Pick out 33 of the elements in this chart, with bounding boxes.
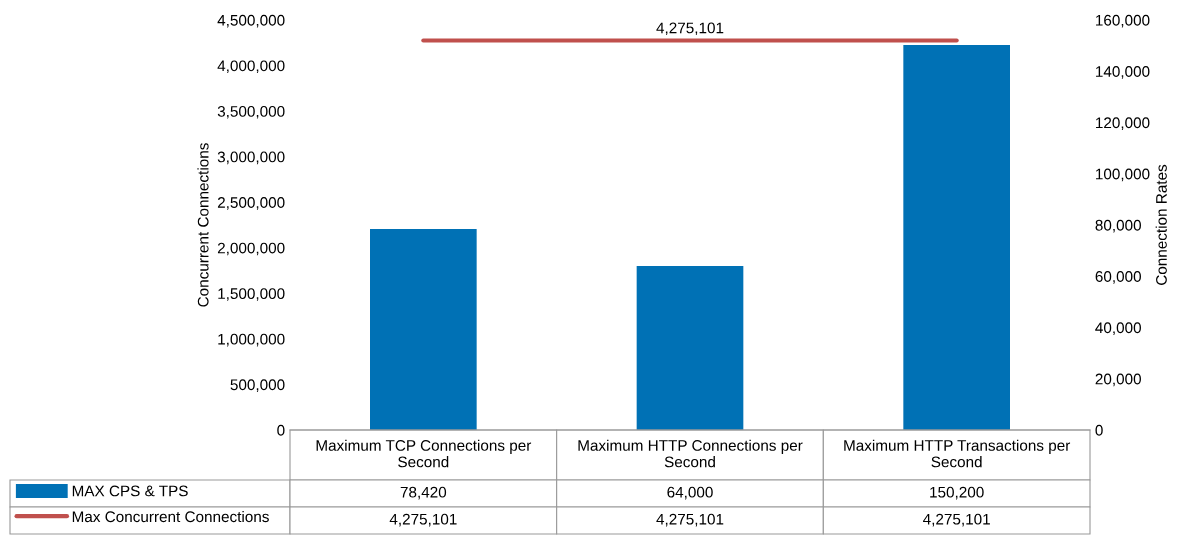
- y2-tick-label: 160,000: [1096, 14, 1150, 28]
- legend-label: Max Concurrent Connections: [72, 510, 269, 523]
- y-axis-title: Concurrent Connections: [197, 143, 209, 307]
- y-tick-label: 3,000,000: [217, 151, 285, 165]
- y-tick-label: 2,500,000: [217, 197, 285, 210]
- data-label: 4,275,101: [923, 513, 990, 527]
- y-tick-label: 2,000,000: [217, 242, 285, 256]
- x-tick-label: Maximum HTTP Transactions per Second: [844, 439, 1071, 468]
- y-tick-label: 0: [277, 424, 285, 436]
- y-tick-label: 3,500,000: [217, 105, 285, 119]
- y-tick-label: 4,500,000: [217, 14, 285, 28]
- y-tick-label: 500,000: [230, 379, 285, 392]
- y2-tick-label: 100,000: [1096, 168, 1150, 182]
- x-tick-label: Maximum HTTP Connections per Second: [578, 439, 803, 468]
- y-tick-label: 1,000,000: [218, 333, 285, 347]
- y2-tick-label: 20,000: [1095, 373, 1141, 387]
- y2-tick-label: 60,000: [1095, 271, 1141, 284]
- y2-tick-label: 0: [1095, 424, 1103, 436]
- y-tick-label: 4,000,000: [217, 60, 285, 74]
- y2-tick-label: 120,000: [1096, 117, 1150, 130]
- y2-tick-label: 80,000: [1095, 219, 1141, 233]
- y2-tick-label: 40,000: [1095, 322, 1141, 335]
- data-label: 150,200: [930, 486, 984, 500]
- x-tick-label: Maximum TCP Connections per Second: [316, 439, 532, 468]
- data-label: 64,000: [667, 486, 713, 500]
- legend-label: MAX CPS & TPS: [72, 485, 188, 497]
- data-label: 4,275,101: [389, 513, 457, 527]
- y-tick-label: 1,500,000: [218, 288, 285, 301]
- data-label: 4,275,101: [656, 513, 724, 527]
- y2-axis-title: Connection Rates: [1155, 164, 1167, 285]
- annotation: 4,275,101: [656, 22, 724, 36]
- y2-tick-label: 140,000: [1096, 66, 1150, 79]
- data-label: 78,420: [400, 486, 447, 500]
